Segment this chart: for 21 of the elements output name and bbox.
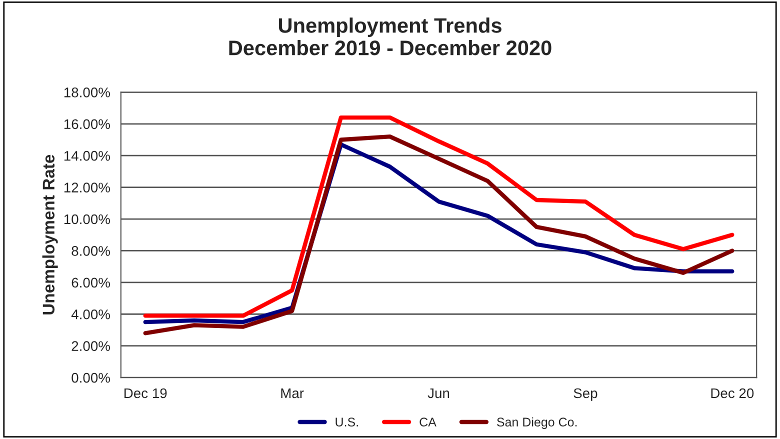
line-series: [143, 115, 734, 318]
y-tick-label: 6.00%: [72, 278, 110, 288]
y-tick-label: 4.00%: [71, 309, 110, 320]
y-axis-title: Unemployment Rate: [42, 154, 58, 314]
y-tick-label: 14.00%: [64, 150, 110, 161]
legend-label: San Diego Co.: [497, 417, 577, 429]
x-tick-label: Jun: [428, 388, 450, 398]
y-tick-label: 12.00%: [64, 182, 110, 192]
legend-label: U.S.: [336, 418, 358, 427]
x-tick-label: Dec 19: [124, 388, 167, 398]
x-tick-label: Sep: [574, 388, 598, 401]
chart-title: Unemployment Trends December 2019 - December 2020: [229, 18, 552, 56]
y-tick-label: 10.00%: [64, 214, 110, 224]
y-tick-label: 2.00%: [72, 341, 110, 352]
x-tick-label: Mar: [281, 388, 304, 398]
legend-label: CA: [420, 418, 436, 427]
y-tick-label: 0.00%: [72, 372, 110, 383]
x-tick-label: Dec 20: [711, 388, 754, 398]
y-tick-label: 8.00%: [72, 246, 110, 256]
y-tick-label: 16.00%: [64, 119, 110, 130]
y-tick-label: 18.00%: [64, 88, 110, 98]
